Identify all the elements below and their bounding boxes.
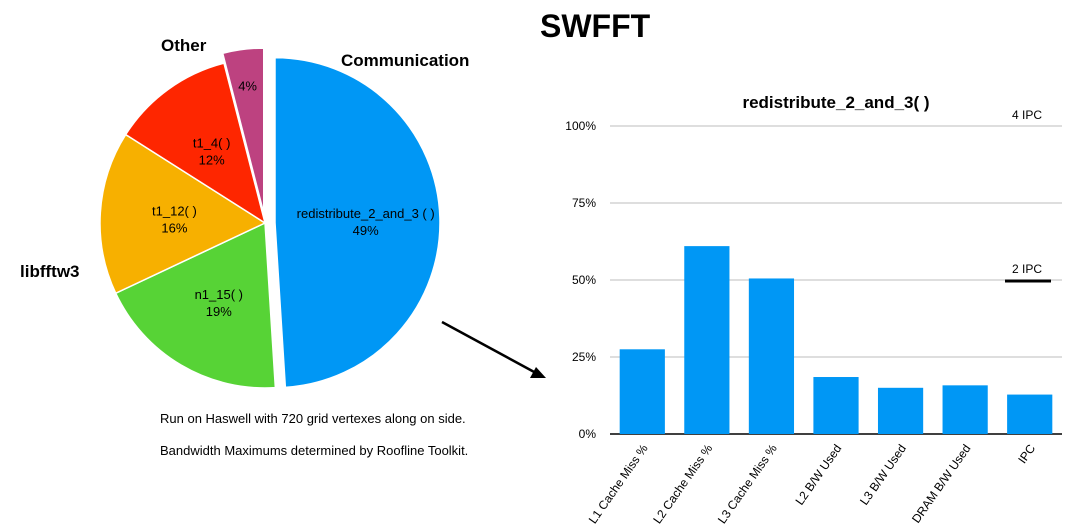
- pie-slice-percent: 12%: [199, 153, 225, 168]
- y-tick-label: 25%: [572, 350, 596, 364]
- x-tick-label: L3 B/W Used: [857, 442, 909, 508]
- x-tick-label: IPC: [1015, 441, 1038, 466]
- note-bandwidth-info: Bandwidth Maximums determined by Rooflin…: [160, 443, 469, 458]
- pie-slice-percent: 49%: [353, 223, 379, 238]
- bar-chart-title: redistribute_2_and_3( ): [742, 93, 929, 112]
- group-label-libfftw3: libfftw3: [20, 262, 80, 281]
- pie-slice-label: t1_12( ): [152, 203, 197, 218]
- bar-ipc: [1007, 394, 1053, 434]
- pie-slice-t1-4: [124, 62, 267, 225]
- x-tick-label: L3 Cache Miss %: [715, 441, 780, 526]
- pie-slice-t1-12: [99, 133, 267, 295]
- pie-slice-redistribute-2-and-3: [274, 56, 441, 389]
- pie-slice-label: n1_15( ): [195, 287, 243, 302]
- bar-l3-cache-miss: [748, 278, 795, 434]
- y-tick-label: 75%: [572, 196, 596, 210]
- ipc-reference-label: 2 IPC: [1012, 262, 1042, 276]
- y-tick-label: 0%: [579, 427, 597, 441]
- pie-slice-label: t1_4( ): [193, 136, 231, 151]
- pointer-arrow: [441, 320, 546, 378]
- page-title: SWFFT: [540, 8, 651, 44]
- ipc-reference-label: 4 IPC: [1012, 108, 1042, 122]
- pie-slice-percent: 19%: [206, 304, 232, 319]
- pie-slice-percent: 16%: [161, 220, 187, 235]
- y-tick-label: 50%: [572, 273, 596, 287]
- x-tick-label: DRAM B/W Used: [909, 442, 974, 526]
- note-run-info: Run on Haswell with 720 grid vertexes al…: [160, 411, 466, 426]
- group-label-communication: Communication: [341, 51, 470, 70]
- group-label-other: Other: [161, 36, 207, 55]
- x-tick-label: L2 Cache Miss %: [650, 441, 715, 526]
- pie-slice-label: redistribute_2_and_3 ( ): [297, 206, 435, 221]
- pie-chart: redistribute_2_and_3 ( ) 49% n1_15( ) 19% t1…: [99, 47, 441, 389]
- bar-l2-cache-miss: [684, 246, 730, 434]
- bar-chart: redistribute_2_and_3( ) 0% 25% 50% 75% 100% L1…: [565, 93, 1062, 526]
- y-tick-label: 100%: [565, 119, 596, 133]
- pie-slice-n1-15: [114, 221, 277, 389]
- x-tick-label: L2 B/W Used: [792, 442, 844, 508]
- bar-l3-b-w-used: [877, 387, 924, 434]
- bar-dram-b-w-used: [942, 385, 988, 434]
- bar-l2-b-w-used: [813, 377, 859, 434]
- pie-slice-percent: 4%: [238, 78, 257, 93]
- bar-l1-cache-miss: [619, 349, 665, 434]
- pie-slice-other: [221, 47, 265, 214]
- x-tick-label: L1 Cache Miss %: [586, 441, 651, 526]
